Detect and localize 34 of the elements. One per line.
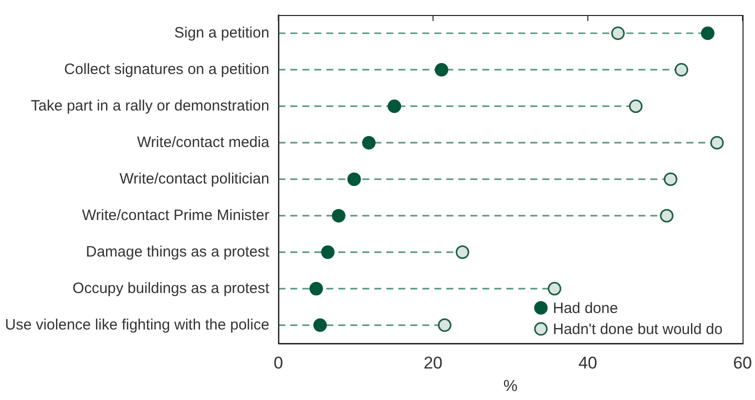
- point: [700, 26, 714, 40]
- y-tick-label: Write/contact media: [137, 134, 270, 151]
- point: [332, 208, 346, 222]
- y-tick-label: Write/contact politician: [120, 170, 270, 188]
- y-tick-label: Take part in a rally or demonstration: [30, 97, 270, 114]
- point: [710, 136, 724, 150]
- y-tick-label: Occupy buildings as a protest: [72, 280, 270, 297]
- y-tick-label: Write/contact Prime Minister: [82, 206, 270, 224]
- point: [674, 62, 688, 76]
- point: [548, 282, 562, 296]
- y-tick-label: Sign a petition: [174, 24, 270, 42]
- x-tick-label: 20: [424, 353, 443, 372]
- point: [313, 318, 327, 332]
- point: [456, 245, 470, 259]
- point: [347, 172, 361, 186]
- point: [434, 62, 448, 76]
- point: [664, 172, 678, 186]
- y-tick-label: Collect signatures on a petition: [64, 60, 270, 78]
- x-tick-label: 40: [578, 353, 598, 372]
- x-tick-label: 60: [733, 353, 752, 372]
- point: [388, 99, 402, 113]
- x-axis-title: %: [503, 378, 518, 395]
- point: [362, 136, 376, 150]
- point: [611, 26, 625, 40]
- point: [438, 318, 452, 332]
- point: [321, 245, 335, 259]
- y-tick-label: Damage things as a protest: [86, 243, 270, 260]
- legend-label: Hadn't done but would do: [552, 321, 723, 338]
- y-tick-label: Use violence like fighting with the police: [4, 316, 270, 334]
- point: [309, 282, 323, 296]
- x-tick-label: 0: [274, 353, 284, 372]
- point: [629, 99, 643, 113]
- legend-label: Had done: [552, 300, 618, 318]
- point: [660, 208, 674, 222]
